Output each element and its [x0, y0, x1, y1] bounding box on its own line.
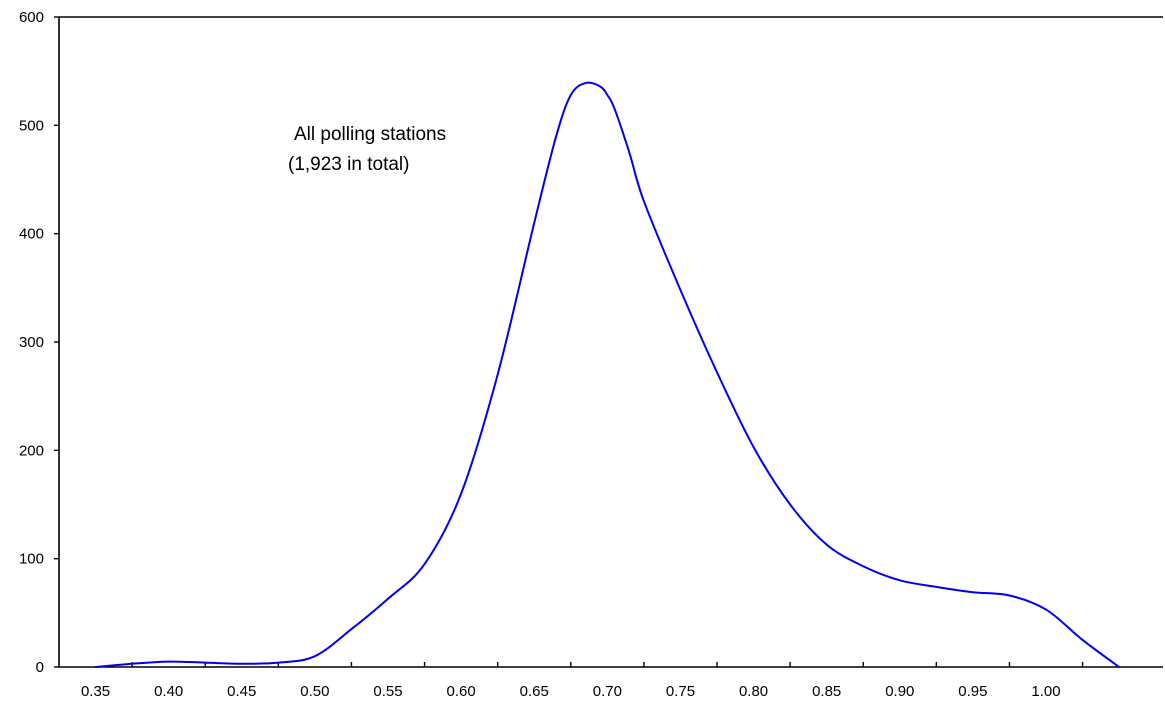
- x-tick-label: 0.95: [958, 683, 987, 700]
- y-tick-label: 500: [19, 117, 44, 134]
- x-tick-label: 0.65: [520, 683, 549, 700]
- y-tick-label: 300: [19, 334, 44, 351]
- x-tick-label: 0.70: [593, 683, 622, 700]
- plot-area: [58, 16, 1163, 668]
- x-tick-label: 1.00: [1031, 683, 1060, 700]
- x-tick-label: 0.40: [154, 683, 183, 700]
- annotation: All polling stations (1,923 in total): [288, 124, 446, 175]
- x-tick-label: 0.45: [227, 683, 256, 700]
- x-axis-ticks: 0.35 0.40 0.45 0.50 0.55 0.60 0.65 0.70 0.75 0.80…: [81, 662, 1084, 700]
- series-layer: [94, 81, 1121, 668]
- y-tick-label: 0: [36, 659, 44, 676]
- y-tick-label: 200: [19, 442, 44, 459]
- x-tick-label: 0.50: [300, 683, 329, 700]
- x-tick-label: 0.90: [885, 683, 914, 700]
- series-line: [94, 81, 1121, 668]
- y-axis-ticks: 0 100 200 300 400 500 600: [19, 9, 59, 676]
- y-tick-label: 400: [19, 226, 44, 243]
- annotation-line-1: All polling stations: [294, 124, 446, 145]
- x-tick-label: 0.55: [373, 683, 402, 700]
- x-tick-label: 0.80: [739, 683, 768, 700]
- x-tick-label: 0.60: [447, 683, 476, 700]
- x-tick-label: 0.85: [812, 683, 841, 700]
- annotation-line-2: (1,923 in total): [288, 154, 409, 175]
- y-tick-label: 600: [19, 9, 44, 26]
- x-tick-label: 0.75: [666, 683, 695, 700]
- x-tick-label: 0.35: [81, 683, 110, 700]
- y-tick-label: 100: [19, 551, 44, 568]
